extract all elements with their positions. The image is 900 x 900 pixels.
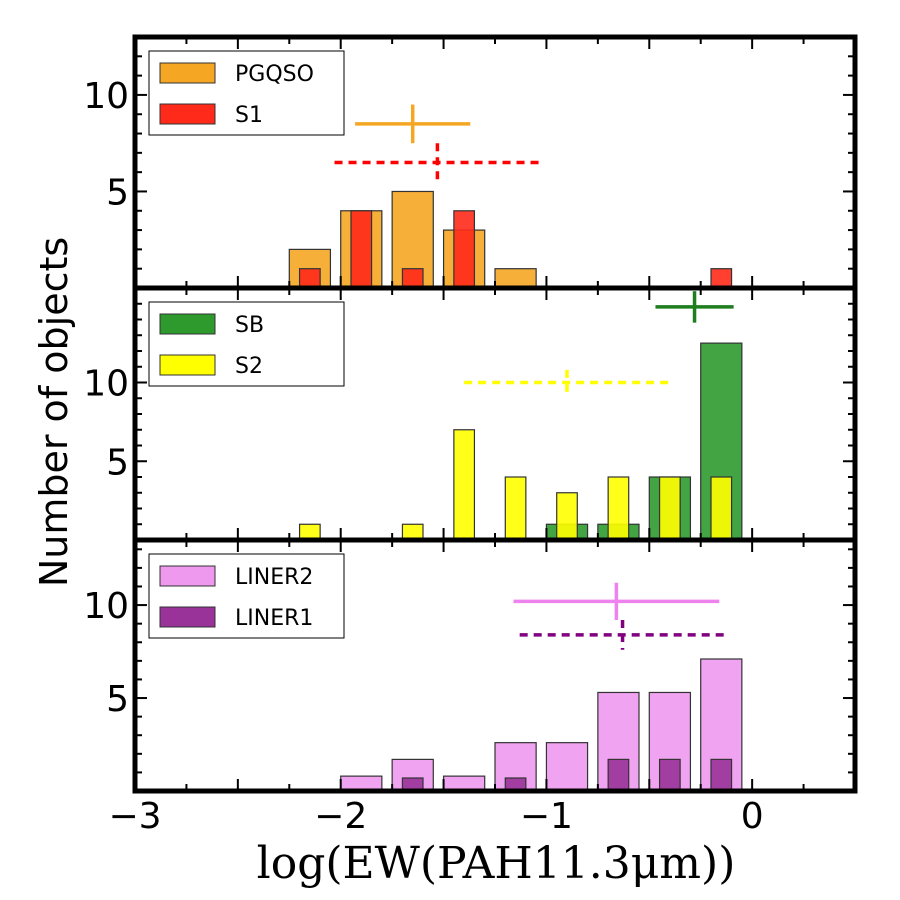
legend-label-sb: SB xyxy=(235,313,264,338)
bar-liner1-3 xyxy=(658,758,681,792)
legend-label-s1: S1 xyxy=(235,103,263,128)
legend-swatch-pgqso xyxy=(159,62,216,84)
legend-swatch-sb xyxy=(159,313,216,335)
y-tick-label: 5 xyxy=(106,172,129,213)
y-tick-label: 10 xyxy=(83,76,129,117)
bar-liner1-2 xyxy=(607,758,630,792)
bar-s2-4 xyxy=(556,492,578,541)
legend-label-pgqso: PGQSO xyxy=(235,62,314,87)
legend-swatch-liner2 xyxy=(159,565,216,587)
bar-s2-6 xyxy=(658,476,681,541)
bar-s1-3 xyxy=(453,210,476,289)
panel-bottom: 5 10 LINER2 LINER1 xyxy=(83,537,858,794)
panel-middle: 5 10 SB S2 xyxy=(83,285,858,543)
bar-s2-5 xyxy=(607,476,630,541)
panel-top: 5 10 PGQSO S1 xyxy=(83,34,858,291)
y-tick-label: 5 xyxy=(106,679,129,720)
x-tick-label: −2 xyxy=(314,796,367,837)
y-axis-label: Number of objects xyxy=(32,237,76,587)
bar-liner1-4 xyxy=(710,758,733,792)
legend-label-liner2: LINER2 xyxy=(235,565,313,590)
bar-s1-1 xyxy=(350,210,373,289)
y-tick-label: 10 xyxy=(83,586,129,627)
y-tick-label: 5 xyxy=(106,442,129,483)
bar-s1-2 xyxy=(401,268,424,289)
legend: SB S2 xyxy=(148,301,345,387)
x-axis-label: log(EW(PAH11.3μm)) xyxy=(257,838,736,889)
bar-liner2-4 xyxy=(545,742,589,792)
bar-s2-7 xyxy=(710,476,733,541)
legend: PGQSO S1 xyxy=(148,50,345,136)
bar-pgqso-2 xyxy=(391,190,434,289)
legend-swatch-s1 xyxy=(159,103,216,125)
y-tick-label: 10 xyxy=(83,364,129,405)
legend-swatch-liner1 xyxy=(159,606,216,628)
legend-swatch-s2 xyxy=(159,354,216,376)
bar-s1-0 xyxy=(298,268,321,289)
x-tick-label: −1 xyxy=(520,796,573,837)
bar-s2-2 xyxy=(453,429,476,541)
legend-label-s2: S2 xyxy=(235,354,263,379)
bar-s2-3 xyxy=(504,476,527,541)
panel-frame xyxy=(132,537,858,794)
bar-pgqso-4 xyxy=(494,268,537,289)
x-tick-label: −3 xyxy=(108,796,161,837)
bar-s1-4 xyxy=(710,268,733,289)
x-tick-label: 0 xyxy=(741,796,764,837)
legend-label-liner1: LINER1 xyxy=(235,606,313,631)
legend: LINER2 LINER1 xyxy=(148,553,345,639)
